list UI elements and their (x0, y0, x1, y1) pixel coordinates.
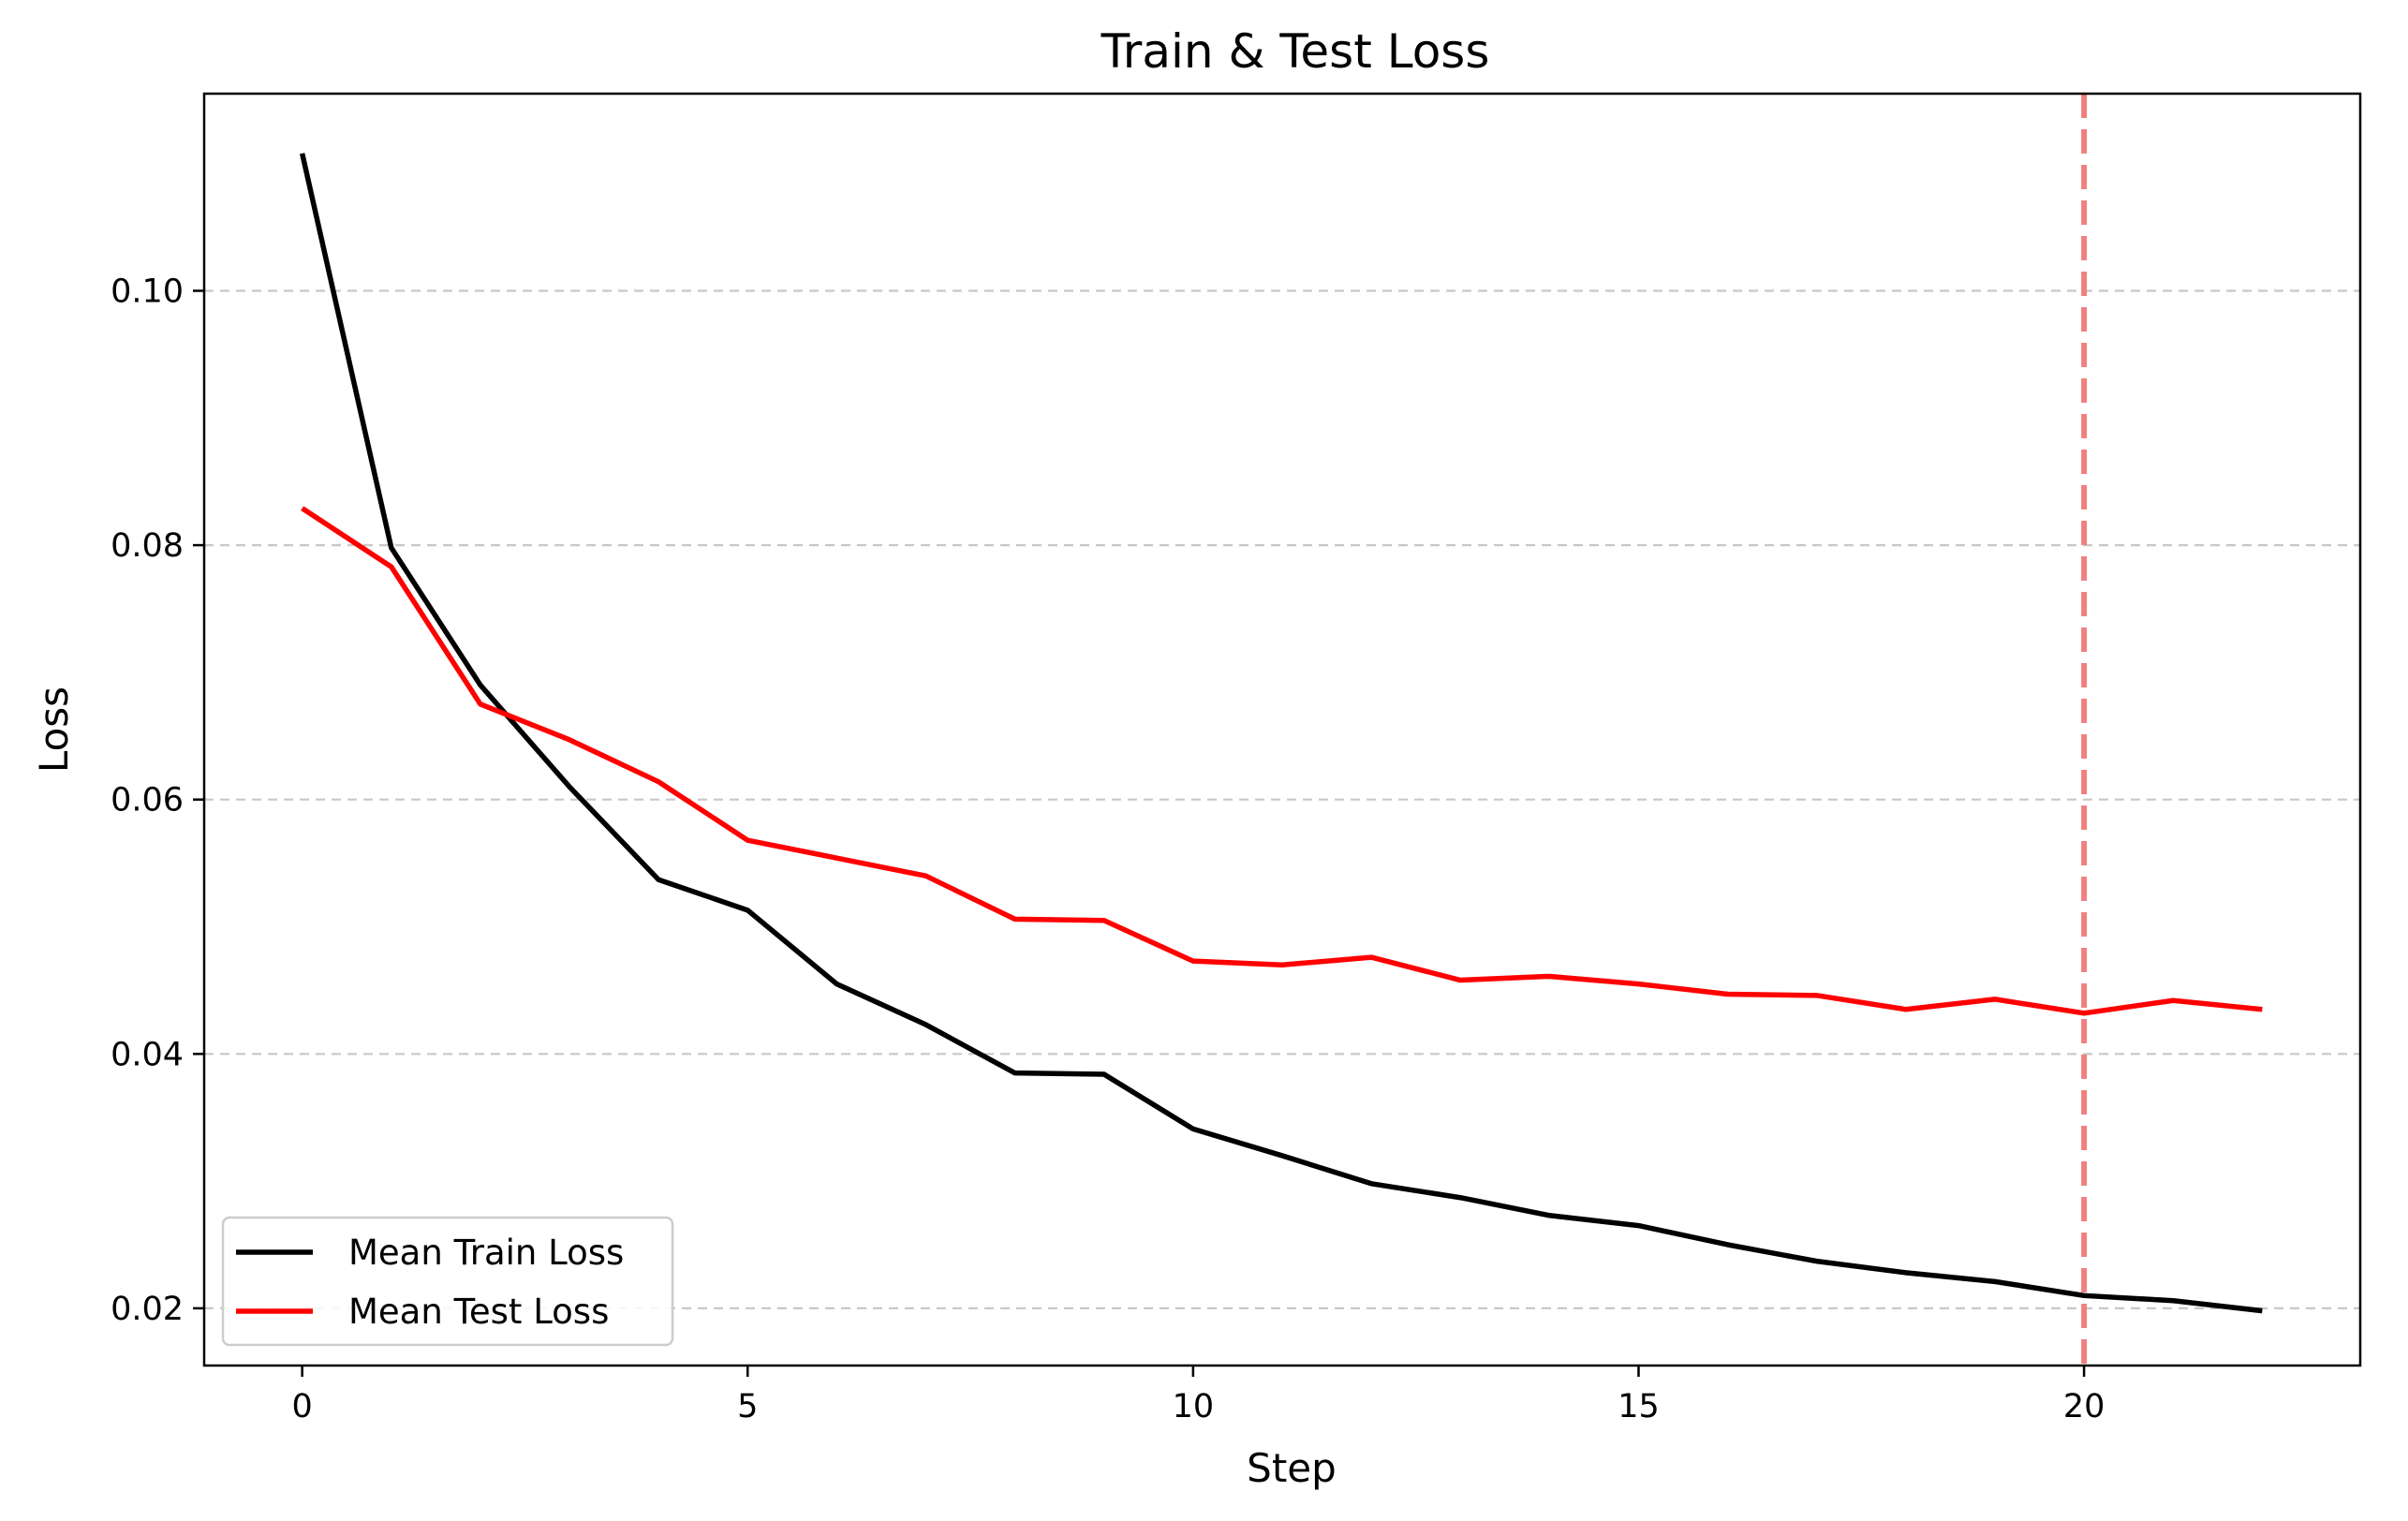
plot-series (299, 153, 2263, 1314)
x-tick-label: 5 (737, 1388, 758, 1425)
y-tick-label: 0.04 (111, 1036, 184, 1073)
y-axis-label: Loss (31, 687, 77, 773)
legend-box (221, 1216, 674, 1347)
legend-label: Mean Train Loss (348, 1233, 624, 1273)
legend: Mean Train Loss Mean Test Loss (221, 1216, 674, 1347)
series-line-train (299, 153, 2263, 1314)
y-tick-label: 0.02 (111, 1291, 184, 1328)
x-tick-label: 10 (1173, 1388, 1215, 1425)
plot-frame (202, 92, 2362, 1367)
y-tick-label: 0.10 (111, 273, 184, 310)
x-tick-label: 15 (1618, 1388, 1660, 1425)
x-tick-label: 20 (2063, 1388, 2105, 1425)
legend-label: Mean Test Loss (348, 1292, 609, 1332)
x-axis-ticks: 0 5 10 15 20 (291, 1366, 2105, 1425)
y-axis-ticks: 0.02 0.04 0.06 0.08 0.10 (111, 273, 204, 1328)
chart-title: Train & Test Loss (1101, 24, 1490, 79)
x-axis-label: Step (1247, 1445, 1337, 1491)
series-line-test (301, 506, 2263, 1016)
y-tick-label: 0.08 (111, 527, 184, 565)
y-tick-label: 0.06 (111, 782, 184, 820)
x-tick-label: 0 (291, 1388, 312, 1425)
